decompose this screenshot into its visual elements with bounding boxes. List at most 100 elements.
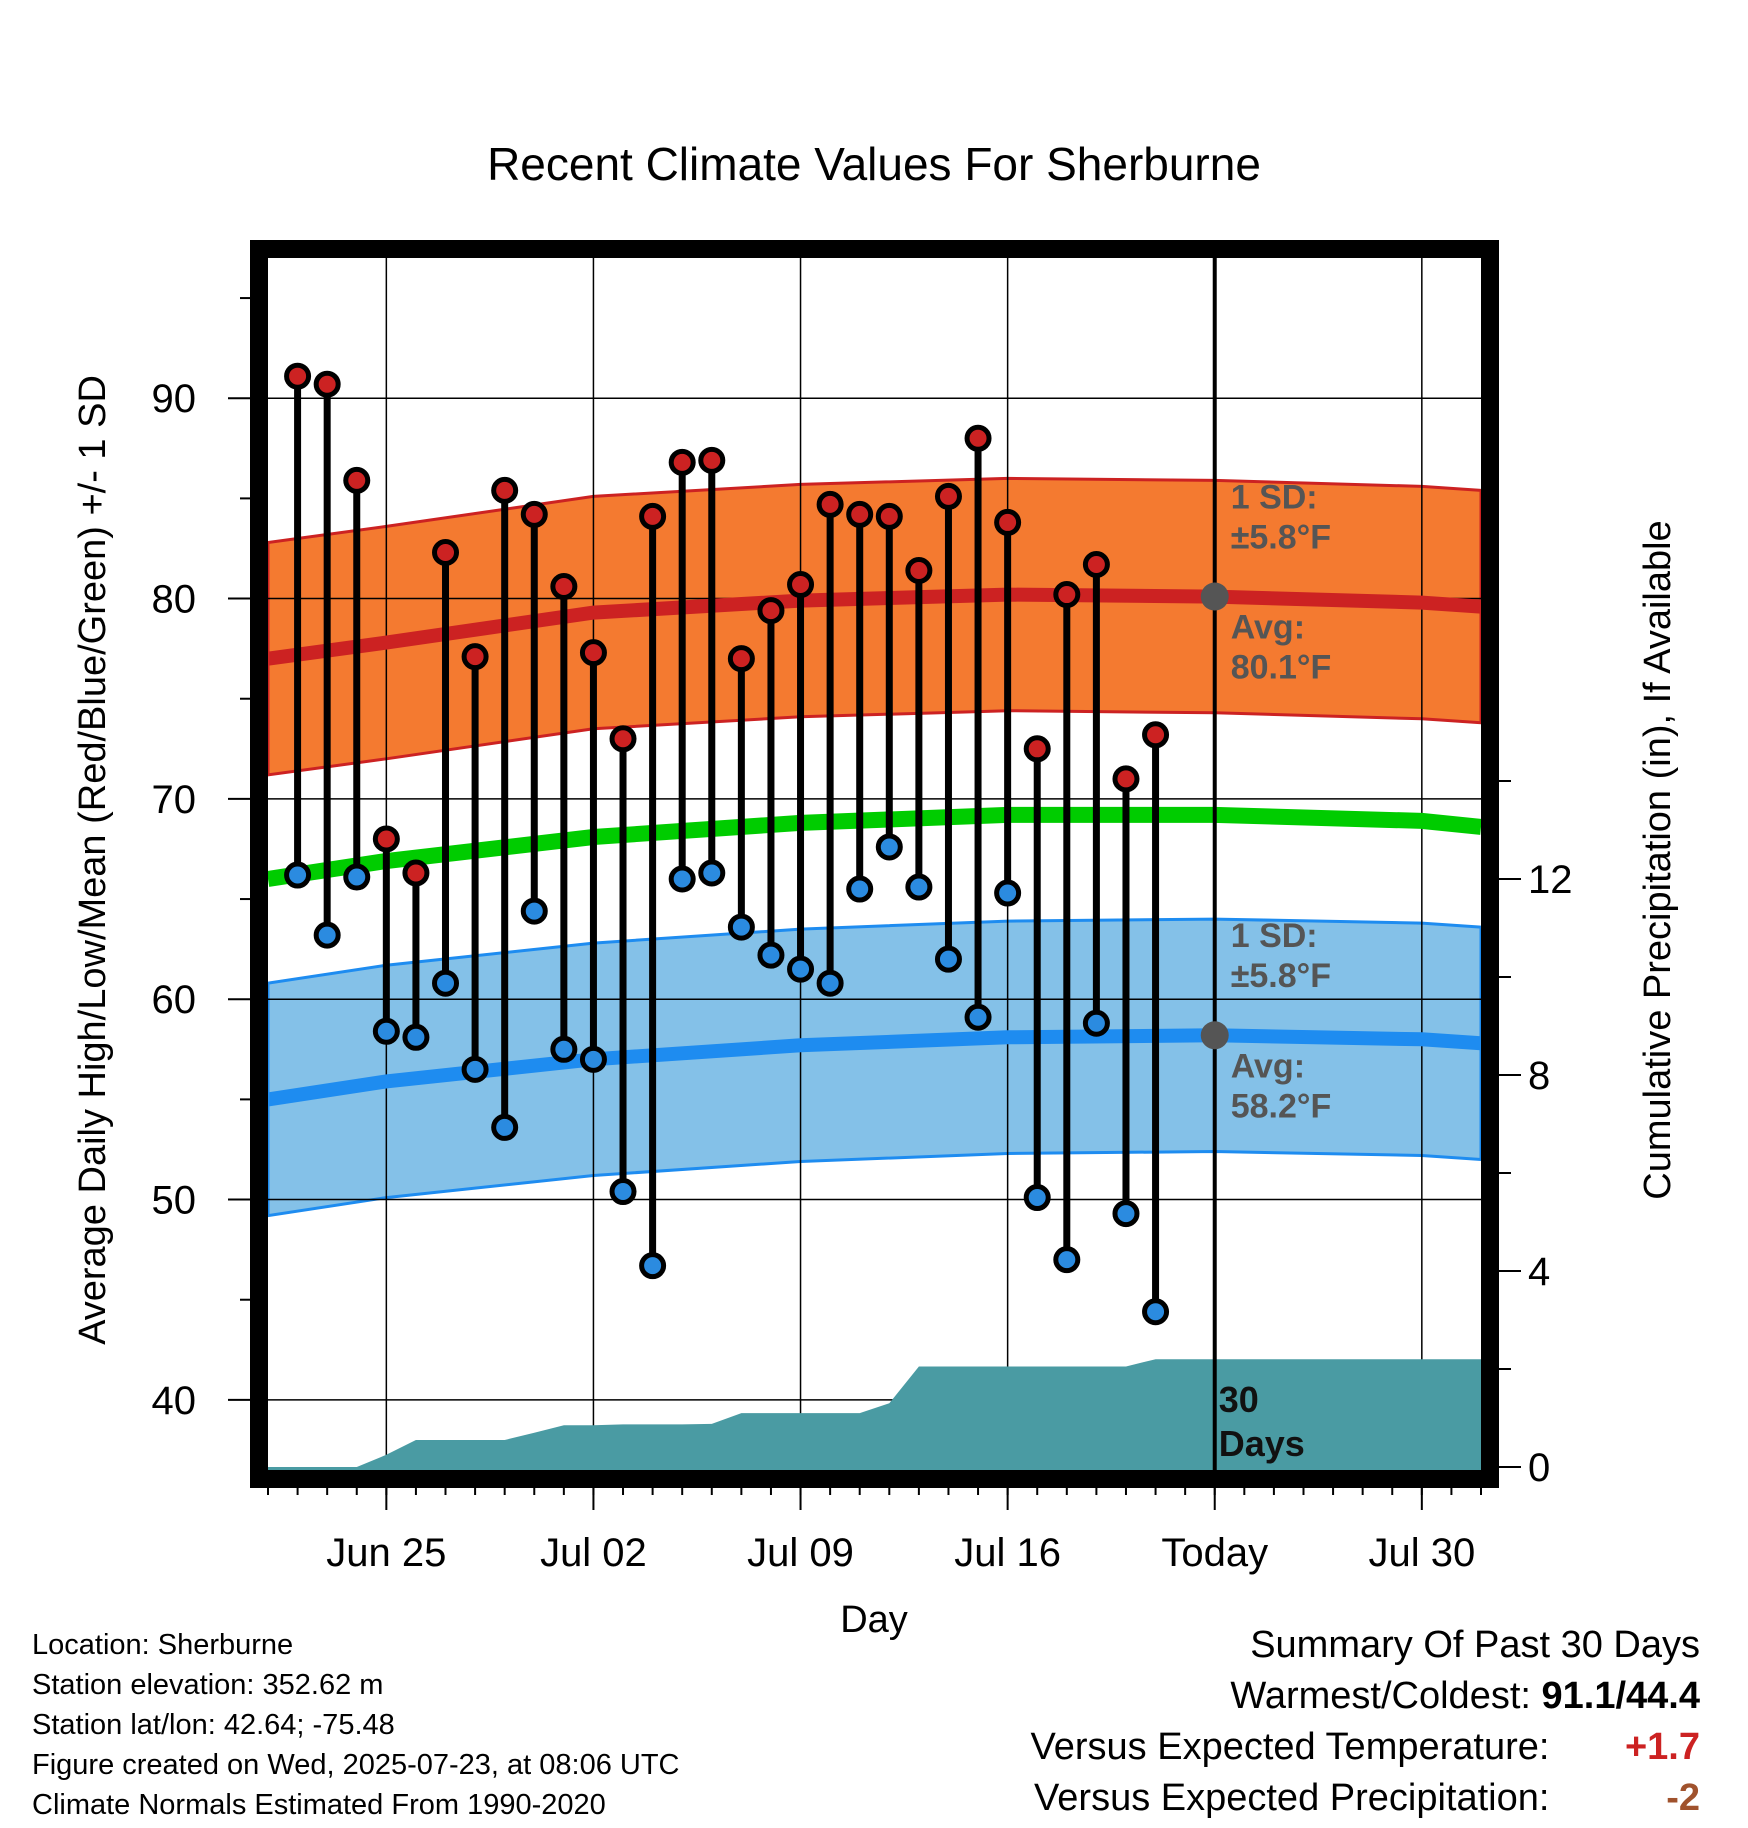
summary-warm-cold: Warmest/Coldest: 91.1/44.4 — [1031, 1671, 1700, 1722]
days-label-line2: Days — [1219, 1423, 1305, 1464]
temp-value: +1.7 — [1624, 1726, 1700, 1768]
daily-low-point — [609, 1178, 637, 1206]
daily-low-point — [402, 1023, 430, 1051]
daily-high-point — [668, 448, 696, 476]
precip-label: Versus Expected Precipitation: — [1034, 1777, 1550, 1819]
low-avg-marker — [1200, 1021, 1229, 1050]
precip-value: -2 — [1666, 1777, 1700, 1819]
daily-high-point — [994, 508, 1022, 536]
x-tick-label: Jun 25 — [326, 1531, 446, 1575]
daily-high-point — [579, 639, 607, 667]
daily-high-point — [313, 370, 341, 398]
daily-high-point — [1023, 735, 1051, 763]
daily-high-point — [1053, 581, 1081, 609]
warm-cold-label: Warmest/Coldest: — [1230, 1675, 1531, 1717]
daily-low-point — [994, 879, 1022, 907]
high-sd-value: ±5.8°F — [1231, 518, 1331, 556]
daily-low-point — [846, 875, 874, 903]
station-info: Location: Sherburne Station elevation: 3… — [32, 1625, 680, 1825]
daily-low-point — [520, 897, 548, 925]
daily-high-point — [639, 502, 667, 530]
daily-low-point — [1082, 1009, 1110, 1037]
daily-low-point — [727, 913, 755, 941]
x-tick-label: Jul 30 — [1368, 1531, 1475, 1575]
daily-high-point — [402, 859, 430, 887]
daily-low-point — [461, 1055, 489, 1083]
daily-low-point — [1053, 1246, 1081, 1274]
high-avg-label: Avg: — [1231, 609, 1305, 647]
days-label-line1: 30 — [1219, 1379, 1259, 1420]
daily-high-point — [520, 500, 548, 528]
daily-low-point — [875, 833, 903, 861]
daily-high-point — [934, 482, 962, 510]
created-text: Figure created on Wed, 2025-07-23, at 08… — [32, 1749, 680, 1781]
daily-low-point — [934, 945, 962, 973]
temp-label: Versus Expected Temperature: — [1030, 1726, 1550, 1768]
daily-low-point — [816, 969, 844, 997]
daily-low-point — [639, 1252, 667, 1280]
daily-low-point — [698, 859, 726, 887]
high-sd-label: 1 SD: — [1231, 478, 1318, 516]
high-avg-marker — [1200, 582, 1229, 611]
daily-high-point — [757, 597, 785, 625]
summary-title: Summary Of Past 30 Days — [1250, 1624, 1700, 1666]
high-sd-band — [268, 476, 1481, 777]
daily-low-point — [550, 1035, 578, 1063]
y-axis-title: Average Daily High/Low/Mean (Red/Blue/Gr… — [72, 375, 114, 1345]
clipped-layer — [268, 258, 1481, 1470]
y-tick-label: 90 — [152, 377, 197, 421]
daily-high-point — [609, 725, 637, 753]
location-text: Location: Sherburne — [32, 1629, 294, 1661]
normal-mean-line — [268, 806, 1481, 887]
daily-low-point — [491, 1113, 519, 1141]
chart-title: Recent Climate Values For Sherburne — [487, 138, 1261, 190]
daily-high-point — [491, 476, 519, 504]
daily-high-point — [372, 825, 400, 853]
y2-tick-label: 4 — [1528, 1250, 1550, 1294]
low-sd-value: ±5.8°F — [1231, 957, 1331, 995]
y2-axis-title: Cumulative Precipitation (in), If Availa… — [1637, 520, 1679, 1199]
daily-low-point — [1023, 1184, 1051, 1212]
daily-high-point — [727, 645, 755, 673]
low-sd-label: 1 SD: — [1231, 917, 1318, 955]
summary-precip: Versus Expected Precipitation: -2 — [1031, 1773, 1700, 1824]
daily-high-point — [905, 557, 933, 585]
daily-low-point — [432, 969, 460, 997]
y2-tick-label: 0 — [1528, 1446, 1550, 1490]
daily-high-point — [432, 538, 460, 566]
y2-tick-label: 8 — [1528, 1054, 1550, 1098]
high-avg-value: 80.1°F — [1231, 649, 1332, 687]
daily-high-point — [461, 643, 489, 671]
x-tick-label: Today — [1161, 1531, 1268, 1575]
daily-high-point — [343, 466, 371, 494]
y-tick-label: 70 — [152, 778, 197, 822]
y2-tick-label: 12 — [1528, 858, 1573, 902]
x-tick-label: Jul 09 — [747, 1531, 854, 1575]
normals-text: Climate Normals Estimated From 1990-2020 — [32, 1789, 606, 1821]
daily-low-point — [1142, 1298, 1170, 1326]
normal-high-line — [268, 587, 1481, 666]
summary-panel: Summary Of Past 30 Days Warmest/Coldest:… — [1031, 1620, 1700, 1824]
daily-high-point — [787, 571, 815, 599]
daily-high-point — [1142, 721, 1170, 749]
summary-temp: Versus Expected Temperature: +1.7 — [1031, 1722, 1700, 1773]
daily-low-point — [757, 941, 785, 969]
daily-low-point — [1112, 1200, 1140, 1228]
daily-low-point — [343, 863, 371, 891]
warm-cold-value: 91.1/44.4 — [1541, 1675, 1700, 1717]
daily-high-point — [816, 490, 844, 518]
daily-high-point — [1082, 551, 1110, 579]
elevation-text: Station elevation: 352.62 m — [32, 1669, 384, 1701]
daily-low-point — [668, 865, 696, 893]
y-tick-label: 60 — [152, 978, 197, 1022]
low-avg-value: 58.2°F — [1231, 1087, 1332, 1125]
normal-low-line — [268, 1028, 1481, 1107]
y-tick-label: 50 — [152, 1179, 197, 1223]
daily-high-point — [964, 424, 992, 452]
daily-low-point — [964, 1003, 992, 1031]
daily-low-point — [787, 955, 815, 983]
daily-low-point — [905, 873, 933, 901]
daily-low-point — [284, 861, 312, 889]
